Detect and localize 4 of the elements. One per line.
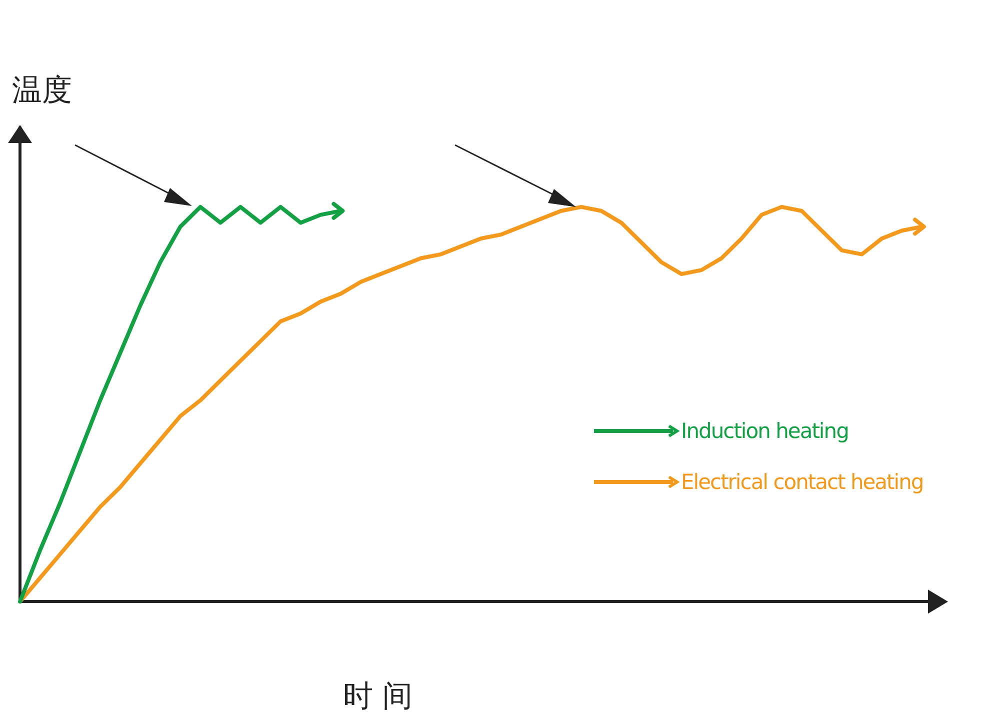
legend-label: Induction heating <box>681 418 848 442</box>
x-axis-title: 时 间 <box>343 678 413 714</box>
y-axis-title: 温度 <box>12 72 72 110</box>
legend-label: Electrical contact heating <box>681 470 924 494</box>
